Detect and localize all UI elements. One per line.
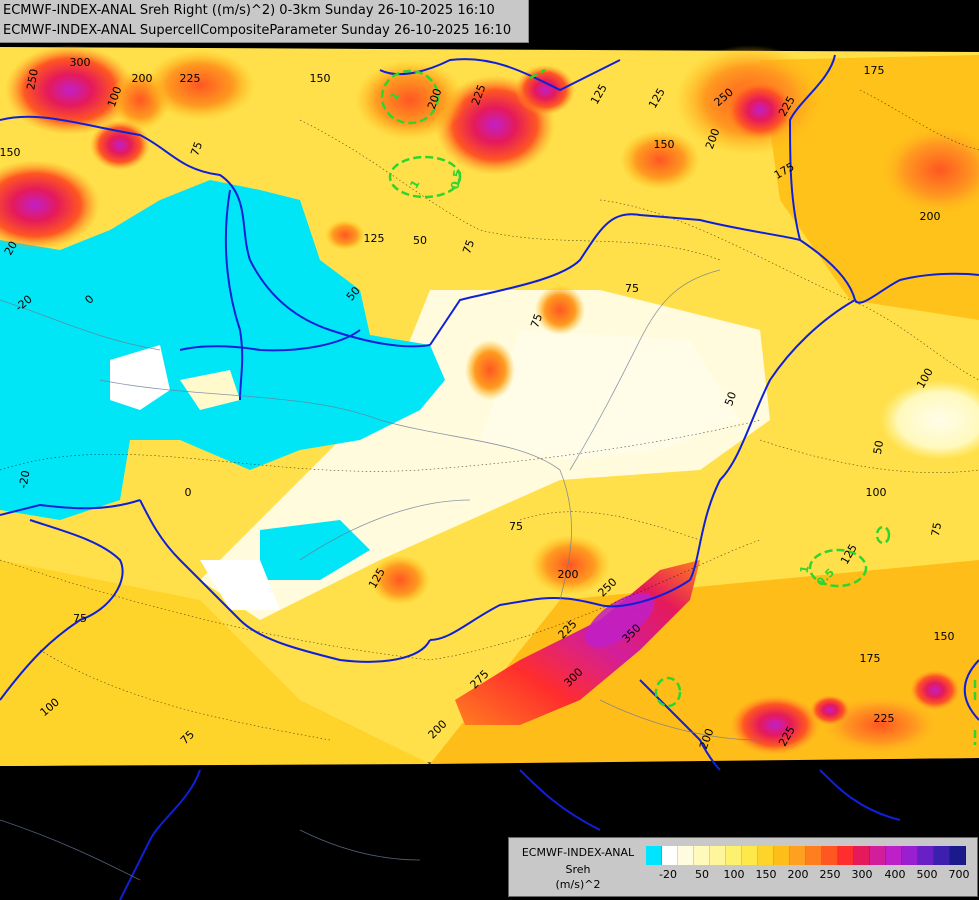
contour-label: 150 [310, 72, 331, 85]
scp-contours [380, 68, 977, 745]
legend-variable: Sreh [565, 863, 591, 876]
legend-swatch [646, 846, 662, 865]
legend-swatch [694, 846, 710, 865]
legend-tick-label: 100 [723, 868, 745, 881]
contour-label: 20 [2, 239, 20, 258]
contour-label: 150 [934, 630, 955, 643]
contour-label: 0 [185, 486, 192, 499]
contour-label: 175 [864, 64, 885, 77]
rivers [0, 269, 761, 881]
contour-label: 75 [528, 312, 545, 330]
contour-label: 200 [920, 210, 941, 223]
legend-swatch [774, 846, 790, 865]
contour-label: 75 [460, 238, 477, 256]
map-title-box: ECMWF-INDEX-ANAL Sreh Right ((m/s)^2) 0-… [0, 0, 529, 43]
legend-swatch [806, 846, 822, 865]
legend-swatch [934, 846, 950, 865]
legend-swatch [710, 846, 726, 865]
legend-tick-label: 400 [884, 868, 906, 881]
legend-swatches [646, 846, 966, 865]
contour-label: 250 [24, 68, 40, 91]
legend-tick-label: 700 [948, 868, 970, 881]
scp-label: 1 [797, 564, 811, 574]
map-title-line-2: ECMWF-INDEX-ANAL SupercellCompositeParam… [3, 23, 512, 38]
legend-tick-label: 50 [695, 868, 709, 881]
legend-tick-label: 500 [916, 868, 938, 881]
contour-label: 150 [0, 146, 21, 159]
legend-tick-label: 200 [787, 868, 809, 881]
contour-label: 175 [860, 652, 881, 665]
contour-label: 75 [625, 282, 639, 295]
legend-swatch [886, 846, 902, 865]
contour-label: 125 [364, 232, 385, 245]
legend-swatch [758, 846, 774, 865]
contour-label: 225 [180, 72, 201, 85]
legend-swatch [870, 846, 886, 865]
legend-tick-label: 300 [851, 868, 873, 881]
legend-swatch [902, 846, 918, 865]
legend-ticks: -20 50 100 150 200 250 300 400 500 700 [646, 868, 974, 884]
legend-swatch [726, 846, 742, 865]
legend-swatch [678, 846, 694, 865]
contour-label: 225 [874, 712, 895, 725]
legend-tick-label: 250 [819, 868, 841, 881]
legend-swatch [742, 846, 758, 865]
legend-swatch [790, 846, 806, 865]
scp-label: 0.5 [448, 169, 464, 190]
field-layer [0, 45, 979, 766]
contour-label: 50 [413, 234, 427, 247]
color-legend: ECMWF-INDEX-ANAL Sreh (m/s)^2 -20 50 100 15… [508, 837, 978, 897]
country-borders [0, 54, 979, 900]
map-title-line-1: ECMWF-INDEX-ANAL Sreh Right ((m/s)^2) 0-… [3, 3, 495, 18]
legend-tick-label: -20 [659, 868, 677, 881]
legend-swatch [838, 846, 854, 865]
contour-label: 300 [70, 56, 91, 69]
contour-label: 150 [654, 138, 675, 151]
contour-label: 75 [929, 521, 944, 537]
legend-swatch [662, 846, 678, 865]
legend-swatch [918, 846, 934, 865]
legend-swatch [822, 846, 838, 865]
legend-tick-label: 150 [755, 868, 777, 881]
contour-label: 75 [509, 520, 523, 533]
contour-label: -20 [17, 469, 33, 489]
legend-source: ECMWF-INDEX-ANAL [521, 846, 635, 859]
legend-swatch [854, 846, 870, 865]
contour-label: 50 [871, 439, 886, 455]
contour-label: 200 [558, 568, 579, 581]
legend-units: (m/s)^2 [555, 878, 601, 891]
contour-label: 75 [73, 612, 87, 625]
legend-swatch [950, 846, 966, 865]
contour-label: 200 [132, 72, 153, 85]
contour-label: 50 [722, 390, 739, 408]
contour-label: 100 [866, 486, 887, 499]
contour-label: 75 [188, 140, 205, 158]
